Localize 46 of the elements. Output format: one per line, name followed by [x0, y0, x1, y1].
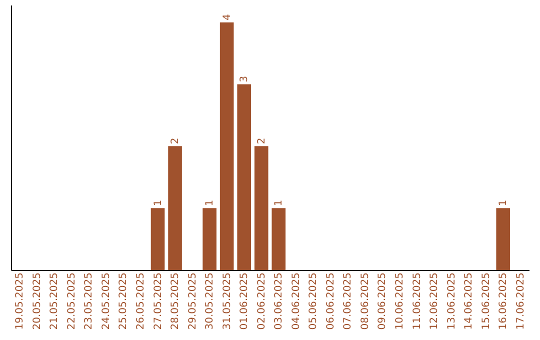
x-tick-label: 10.06.2025	[394, 272, 406, 330]
data-label: 4	[222, 14, 233, 20]
data-label: 1	[498, 200, 510, 206]
data-label: 3	[239, 76, 250, 82]
x-tick-label: 31.05.2025	[222, 272, 233, 330]
x-tick-label: 20.05.2025	[32, 272, 43, 330]
data-label: 1	[152, 200, 164, 206]
bar	[202, 208, 216, 270]
bar	[168, 146, 182, 270]
x-tick-label: 08.06.2025	[360, 272, 371, 330]
data-label: 2	[256, 138, 268, 144]
x-tick-label: 15.06.2025	[480, 272, 492, 330]
x-tick-label: 05.06.2025	[308, 272, 320, 330]
x-tick-label: 14.06.2025	[464, 272, 475, 330]
x-tick-label: 09.06.2025	[377, 272, 388, 330]
x-tick-label: 26.05.2025	[136, 272, 146, 330]
data-label: 2	[170, 138, 182, 144]
x-tick-label: 04.06.2025	[290, 272, 302, 330]
x-tick-label: 06.06.2025	[325, 272, 336, 330]
bar	[220, 22, 234, 270]
x-tick-label: 24.05.2025	[100, 272, 112, 330]
x-tick-label: 29.05.2025	[187, 272, 198, 330]
x-tick-label: 16.06.2025	[498, 272, 510, 330]
x-tick-label: 03.06.2025	[274, 272, 285, 330]
x-tick-label: 27.05.2025	[152, 272, 164, 330]
x-tick-label: 22.05.2025	[66, 272, 78, 330]
x-tick-label: 13.06.2025	[446, 272, 458, 330]
x-tick-label: 21.05.2025	[49, 272, 60, 330]
bar	[150, 208, 165, 270]
bar	[272, 208, 286, 270]
x-tick-label: 17.06.2025	[515, 272, 526, 330]
x-tick-label: 28.05.2025	[170, 272, 182, 330]
x-tick-label: 30.05.2025	[204, 272, 216, 330]
x-tick-label: 12.06.2025	[429, 272, 440, 330]
data-label: 1	[204, 200, 216, 206]
x-tick-label: 19.05.2025	[14, 272, 26, 330]
x-tick-label: 23.05.2025	[84, 272, 95, 330]
x-tick-label: 02.06.2025	[256, 272, 268, 330]
x-tick-label: 25.05.2025	[118, 272, 130, 330]
x-tick-label: 11.06.2025	[412, 272, 423, 330]
bar	[254, 146, 268, 270]
data-label: 1	[274, 200, 285, 206]
bar	[237, 84, 252, 270]
bar	[496, 208, 510, 270]
x-tick-label: 01.06.2025	[239, 272, 250, 330]
x-tick-label: 07.06.2025	[342, 272, 354, 330]
